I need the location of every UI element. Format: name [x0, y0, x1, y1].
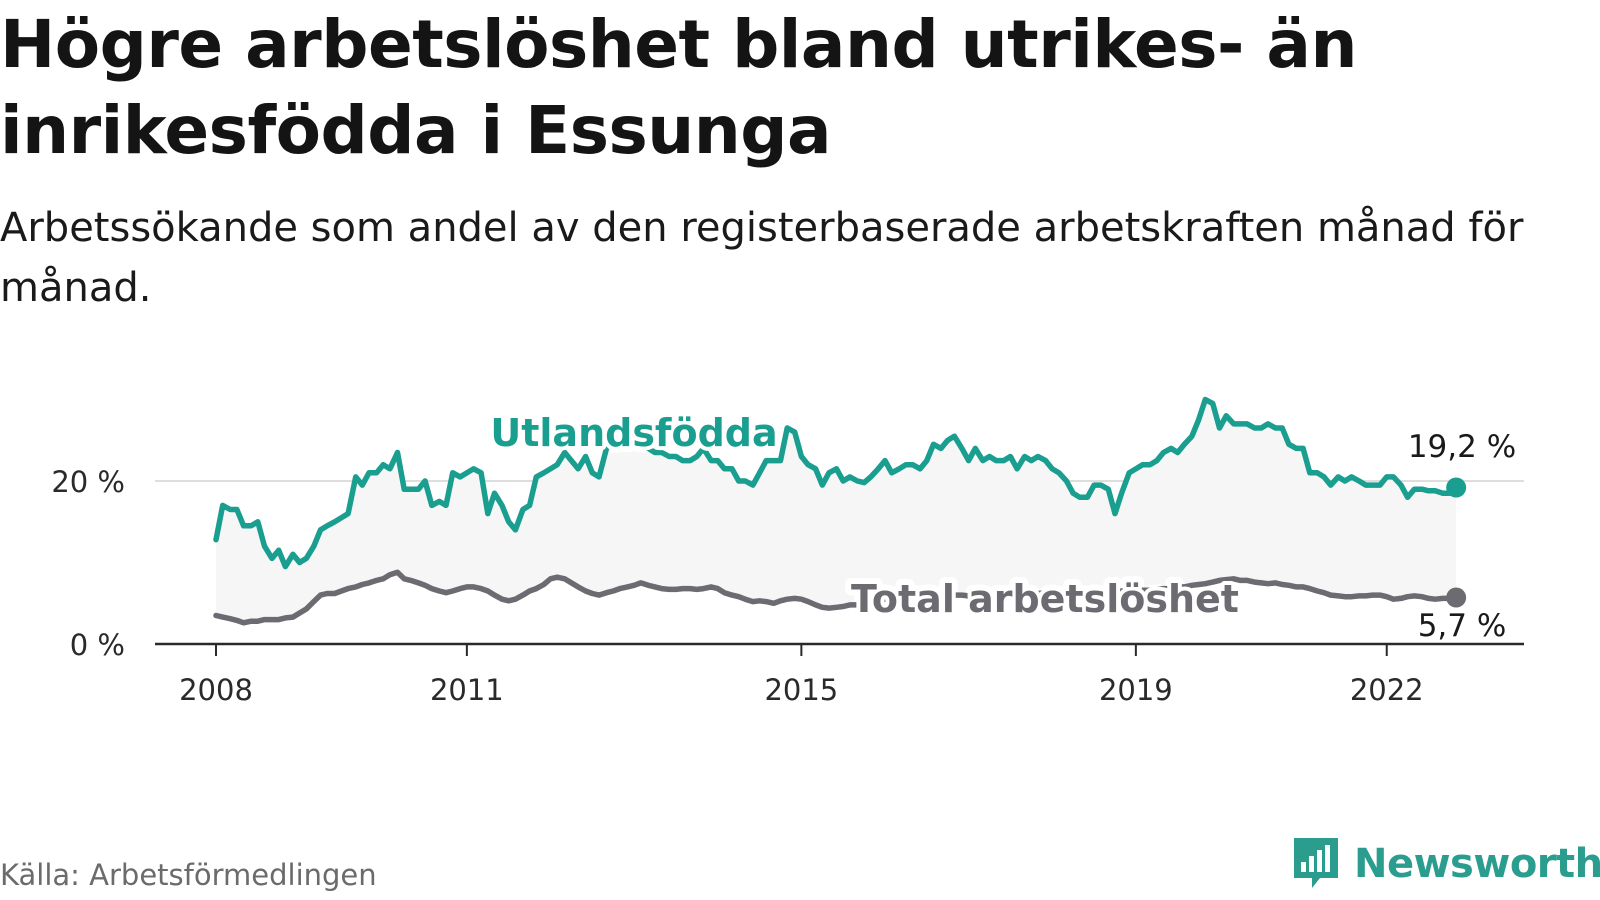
gap-area	[216, 399, 1457, 623]
brand-name: Newsworthy	[1354, 841, 1600, 887]
x-tick-label: 2011	[430, 673, 504, 707]
x-tick-label: 2019	[1099, 673, 1173, 707]
x-tick-label: 2015	[764, 673, 838, 707]
series-line-foreign	[213, 396, 1459, 570]
y-tick-label: 20 %	[51, 465, 125, 499]
series-end-marker-total	[1446, 587, 1467, 608]
chart-title: Högre arbetslöshet bland utrikes- än inr…	[0, 6, 1357, 169]
line-chart: Utlandsfödda Total arbetslöshet 0 % 20 % 20…	[51, 396, 1524, 707]
series-label-halo: Utlandsfödda	[490, 411, 777, 455]
end-value-label-foreign: 19,2 %	[1408, 429, 1516, 465]
end-label-layer: 19,2 % 5,7 % Utlandsfödda Total arbetslöshe…	[486, 407, 1516, 644]
chart-subtitle: Arbetssökande som andel av den registerb…	[0, 205, 1524, 311]
series-line-total	[213, 569, 1459, 626]
end-value-label-total: 5,7 %	[1418, 608, 1507, 644]
axis-layer: 0 % 20 % 2008 2011 2015 2019 2022	[51, 465, 1524, 707]
series-end-marker-foreign	[1446, 477, 1467, 498]
series-label-total: Total arbetslöshet	[851, 577, 1239, 621]
source-note: Källa: Arbetsförmedlingen	[0, 858, 377, 892]
y-tick-label: 0 %	[70, 628, 125, 662]
series-label-halo: Total arbetslöshet	[851, 577, 1239, 621]
newsworthy-logo-icon	[1294, 838, 1338, 888]
series-label-foreign: Utlandsfödda	[490, 411, 777, 455]
x-tick-label: 2022	[1350, 673, 1424, 707]
series-layer: Utlandsfödda Total arbetslöshet	[213, 396, 1467, 627]
brand-logo[interactable]: Newsworthy	[1290, 836, 1600, 892]
x-tick-label: 2008	[179, 673, 253, 707]
